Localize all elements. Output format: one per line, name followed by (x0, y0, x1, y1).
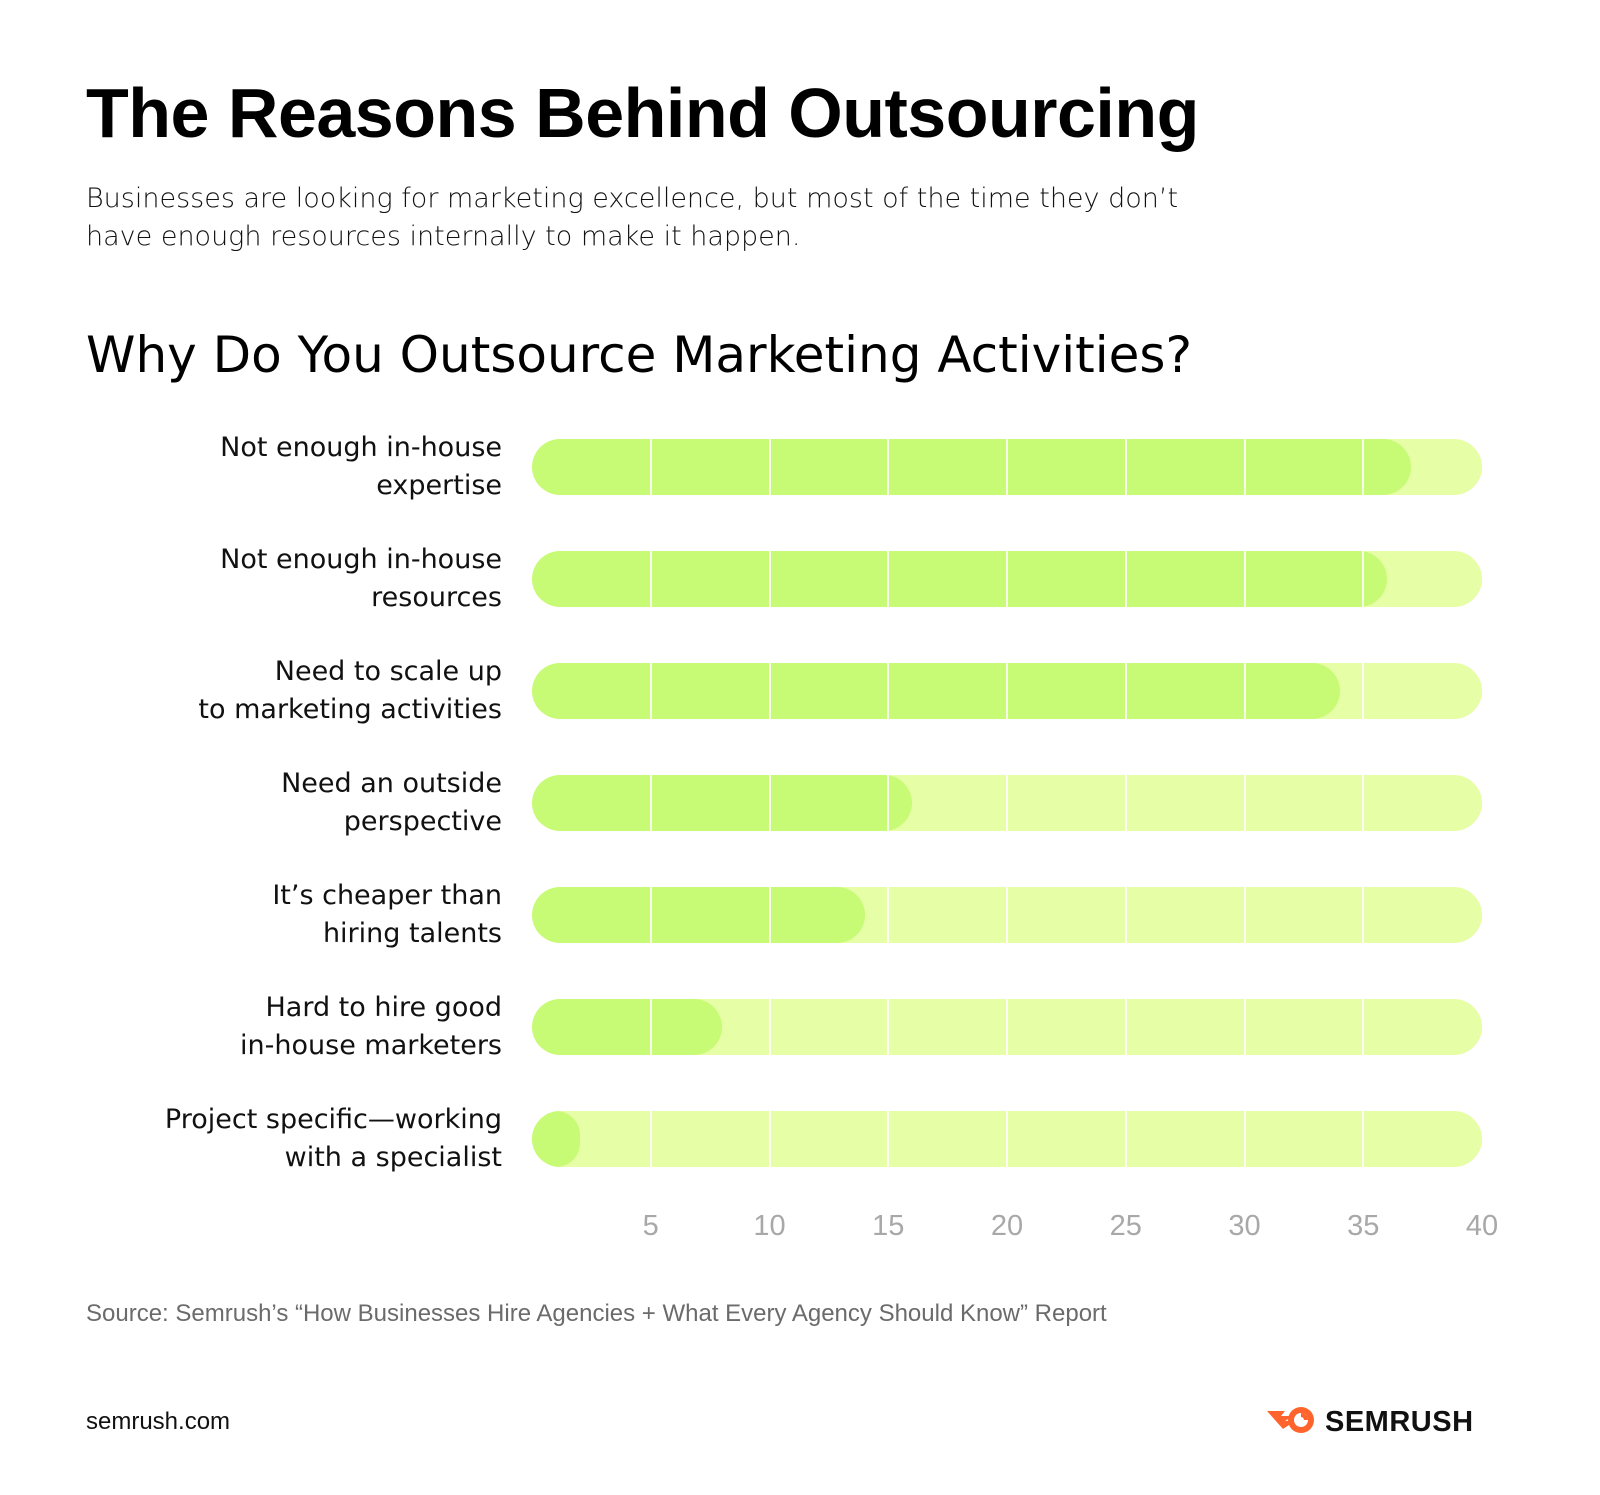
grid-line (649, 663, 652, 719)
chart-row: Project specific—working with a speciali… (0, 1104, 1600, 1173)
grid-line (887, 775, 890, 831)
chart-row: Hard to hire good in-house marketers (0, 992, 1600, 1061)
chart-row: Not enough in-house expertise (0, 432, 1600, 501)
grid-line (1362, 887, 1365, 943)
grid-line (887, 887, 890, 943)
grid-line (1362, 551, 1365, 607)
bar-fill (532, 1111, 580, 1167)
page-title: The Reasons Behind Outsourcing (86, 74, 1199, 152)
x-tick-label: 5 (642, 1210, 659, 1242)
bar-fill (532, 551, 1387, 607)
grid-line (887, 663, 890, 719)
bar-fill (532, 999, 722, 1055)
chart-title: Why Do You Outsource Marketing Activitie… (86, 326, 1192, 384)
grid-line (887, 1111, 890, 1167)
grid-line (1362, 775, 1365, 831)
grid-line (1243, 551, 1246, 607)
row-label: Not enough in-house resources (220, 544, 502, 613)
bar-track (532, 551, 1482, 607)
grid-line (1124, 887, 1127, 943)
grid-line (1124, 663, 1127, 719)
grid-line (649, 439, 652, 495)
grid-line (649, 999, 652, 1055)
grid-line (649, 551, 652, 607)
row-label: Project specific—working with a speciali… (164, 1104, 502, 1173)
grid-line (768, 663, 771, 719)
grid-line (1124, 1111, 1127, 1167)
grid-line (1243, 439, 1246, 495)
grid-line (1006, 775, 1008, 831)
grid-line (1006, 551, 1008, 607)
x-axis-ticks: 5 10 15 20 25 30 35 40 (0, 1210, 1600, 1250)
bar-track (532, 1111, 1482, 1167)
page-subtitle: Businesses are looking for marketing exc… (86, 183, 1179, 252)
bar-track (532, 775, 1482, 831)
x-tick-label: 35 (1347, 1210, 1380, 1242)
grid-line (768, 887, 771, 943)
grid-line (1006, 887, 1008, 943)
chart-row: It’s cheaper than hiring talents (0, 880, 1600, 949)
grid-line (887, 999, 890, 1055)
grid-line (1006, 439, 1008, 495)
bar-fill (532, 439, 1411, 495)
grid-line (649, 1111, 652, 1167)
x-tick-label: 15 (872, 1210, 905, 1242)
chart-row: Not enough in-house resources (0, 544, 1600, 613)
grid-line (887, 439, 890, 495)
semrush-fireball-icon (1265, 1405, 1317, 1440)
grid-line (1124, 999, 1127, 1055)
grid-line (1362, 663, 1365, 719)
row-label: Need to scale up to marketing activities (198, 656, 502, 725)
brand-logo: SEMRUSH (1265, 1405, 1474, 1440)
brand-name: SEMRUSH (1325, 1406, 1474, 1438)
bar-track (532, 663, 1482, 719)
grid-line (1243, 887, 1246, 943)
chart-row: Need an outside perspective (0, 768, 1600, 837)
x-tick-label: 40 (1465, 1210, 1499, 1242)
bar-fill (532, 775, 912, 831)
bar-fill (532, 887, 865, 943)
grid-line (1124, 551, 1127, 607)
grid-line (1362, 1111, 1365, 1167)
grid-line (1362, 439, 1365, 495)
grid-line (768, 1111, 771, 1167)
grid-line (768, 439, 771, 495)
grid-line (1243, 663, 1246, 719)
grid-line (1124, 775, 1127, 831)
row-label: Hard to hire good in-house marketers (240, 992, 502, 1061)
x-tick-label: 30 (1228, 1210, 1261, 1242)
chart-row: Need to scale up to marketing activities (0, 656, 1600, 725)
bar-fill (532, 663, 1340, 719)
grid-line (768, 775, 771, 831)
bar-track (532, 887, 1482, 943)
grid-line (1362, 999, 1365, 1055)
grid-line (649, 887, 652, 943)
x-tick-label: 10 (753, 1210, 786, 1242)
grid-line (768, 999, 771, 1055)
grid-line (768, 551, 771, 607)
site-url: semrush.com (86, 1408, 231, 1435)
bar-track (532, 439, 1482, 495)
row-label: It’s cheaper than hiring talents (272, 880, 502, 949)
grid-line (1243, 1111, 1246, 1167)
x-tick-label: 20 (990, 1210, 1024, 1242)
grid-line (887, 551, 890, 607)
grid-line (1243, 775, 1246, 831)
grid-line (649, 775, 652, 831)
row-label: Need an outside perspective (281, 768, 502, 837)
grid-line (1006, 999, 1008, 1055)
grid-line (1243, 999, 1246, 1055)
bar-track (532, 999, 1482, 1055)
row-label: Not enough in-house expertise (220, 432, 502, 501)
grid-line (1006, 1111, 1008, 1167)
x-tick-label: 25 (1109, 1210, 1142, 1242)
grid-line (1124, 439, 1127, 495)
source-note: Source: Semrush’s “How Businesses Hire A… (86, 1300, 1107, 1327)
grid-line (1006, 663, 1008, 719)
